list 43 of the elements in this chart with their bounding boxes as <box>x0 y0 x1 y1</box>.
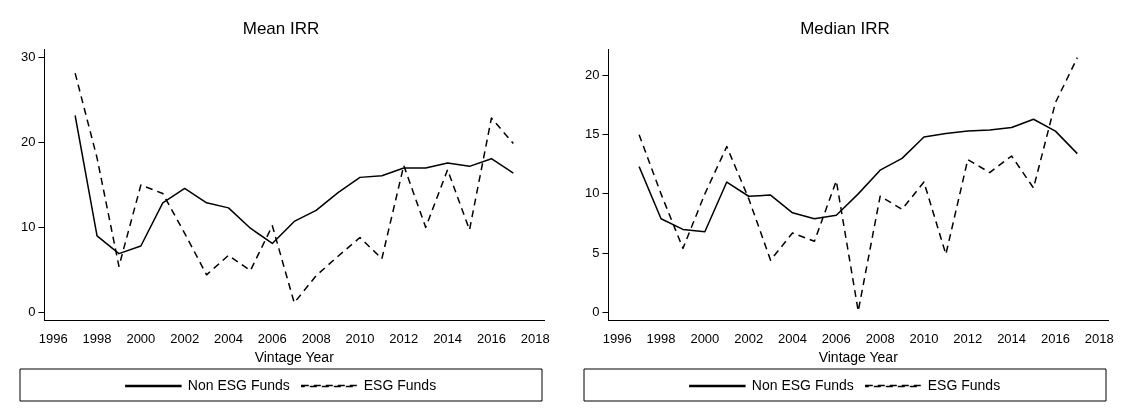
x-tick-label: 2004 <box>214 330 243 346</box>
y-tick-label: 15 <box>584 126 600 142</box>
x-tick-label: 2002 <box>170 330 200 346</box>
y-tick-label: 30 <box>20 49 36 65</box>
y-tick-label: 20 <box>584 67 600 83</box>
x-tick-label: 1998 <box>82 330 112 346</box>
x-tick-label: 1996 <box>38 330 68 346</box>
y-tick-label: 0 <box>28 303 36 319</box>
y-tick-label: 10 <box>20 218 36 234</box>
x-tick-label: 2010 <box>909 330 939 346</box>
x-tick-label: 2018 <box>1084 330 1114 346</box>
x-tick-label: 2012 <box>389 330 419 346</box>
legend-label: ESG Funds <box>363 376 437 393</box>
y-tick-label: 10 <box>584 185 600 201</box>
x-tick-label: 2000 <box>690 330 720 346</box>
x-tick-label: 2014 <box>997 330 1027 346</box>
x-tick-label: 2016 <box>1040 330 1070 346</box>
y-tick-label: 5 <box>592 244 600 260</box>
line-series <box>638 56 1079 312</box>
x-tick-label: 1996 <box>602 330 632 346</box>
x-tick-label: 2000 <box>126 330 156 346</box>
x-tick-label: 2010 <box>345 330 375 346</box>
x-tick-label: 2004 <box>778 330 807 346</box>
x-tick-label: 2014 <box>433 330 463 346</box>
x-tick-label: 2018 <box>520 330 550 346</box>
line-series <box>74 72 515 304</box>
x-tick-label: 2002 <box>734 330 764 346</box>
y-tick-label: 0 <box>592 303 600 319</box>
x-tick-label: 2016 <box>476 330 506 346</box>
legend-label: ESG Funds <box>927 376 1001 393</box>
legend-label: Non ESG Funds <box>187 376 290 393</box>
x-tick-label: 1998 <box>646 330 676 346</box>
x-tick-label: 2006 <box>821 330 851 346</box>
x-tick-label: 2012 <box>953 330 983 346</box>
x-axis-title: Vintage Year <box>818 349 899 366</box>
legend-label: Non ESG Funds <box>751 376 854 393</box>
x-axis-title: Vintage Year <box>254 349 335 366</box>
x-tick-label: 2006 <box>257 330 287 346</box>
x-tick-label: 2008 <box>865 330 895 346</box>
chart-title: Median IRR <box>800 18 890 38</box>
chart-title: Mean IRR <box>242 18 320 38</box>
x-tick-label: 2008 <box>301 330 331 346</box>
y-tick-label: 20 <box>20 134 36 150</box>
